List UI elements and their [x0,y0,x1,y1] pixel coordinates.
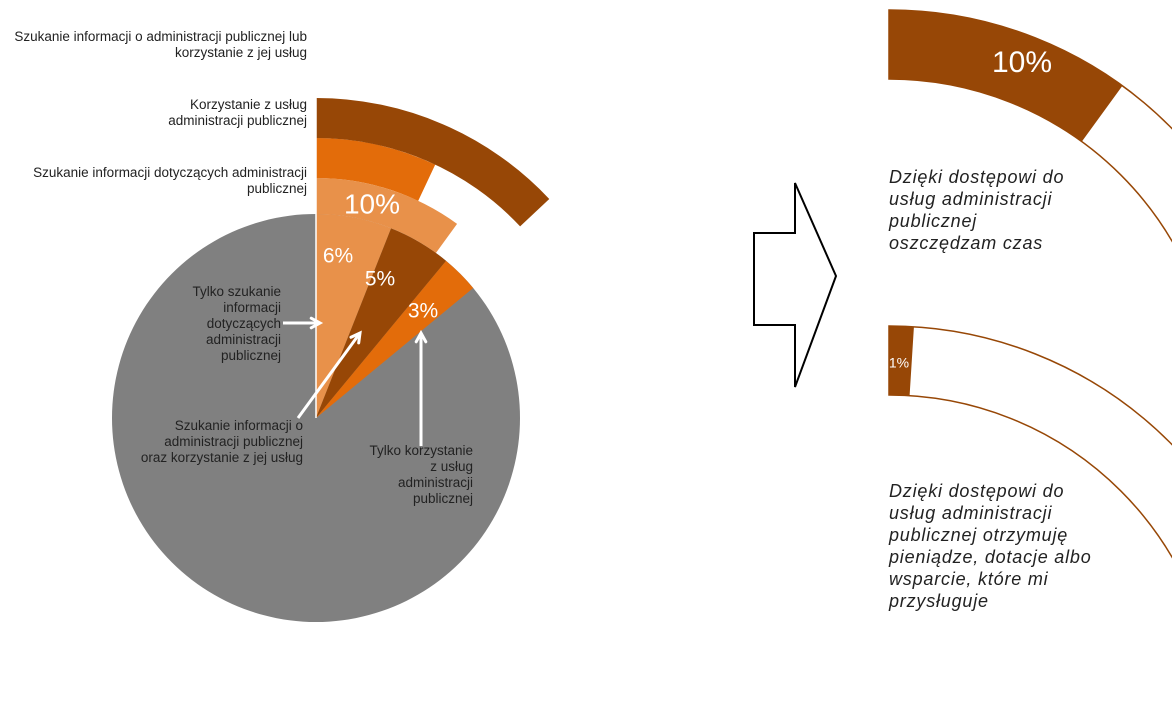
label-search-and-use: Szukanie informacji o administracji publ… [140,418,303,465]
gauge-label-money-received: 1% [889,355,909,371]
ring-segment-use-total [316,138,436,201]
slice-label-only-search: 6% [323,245,353,268]
callout-arrow-only-search [283,316,324,330]
gauge-track-money-received [888,325,1172,559]
label-only-use: Tylko korzystanie z usług administracji … [369,443,473,506]
slice-label-only-use: 3% [408,300,438,323]
gauge-time-saved: 10% [888,9,1172,243]
gauge-fill-time-saved [889,10,1123,142]
ring-label-use-total: 7% [427,174,467,205]
ring-label-search-total: 10% [344,188,400,219]
callout-arrow-only-use [414,329,428,446]
label-search-total: Szukanie informacji dotyczących administ… [33,165,307,196]
caption-money-received: Dzięki dostępowi do usług administracji … [889,481,1092,611]
callout-arrow-search-and-use [296,330,362,419]
ring-segment-search-total [316,178,458,253]
label-any-total: Szukanie informacji o administracji publ… [14,29,307,60]
gauge-fill-money-received [889,326,914,396]
gauge-label-time-saved: 10% [992,46,1052,79]
slice-label-search-and-use: 5% [365,268,395,291]
label-use-total: Korzystanie z usług administracji public… [168,97,307,128]
pie-slice-search-and-use [316,228,447,418]
ring-segment-any-total [316,98,550,227]
gauge-money-received: 1% [888,325,1172,559]
left-pie-chart: 10% 7% 13% 6% 5% 3% [111,62,550,623]
label-only-search: Tylko szukanie informacji dotyczących ad… [192,284,281,363]
pie-slice-only-use [316,260,474,418]
arrow-right-icon [753,182,838,388]
ring-label-any-total: 13% [427,62,483,93]
caption-time-saved: Dzięki dostępowi do usług administracji … [889,167,1065,253]
